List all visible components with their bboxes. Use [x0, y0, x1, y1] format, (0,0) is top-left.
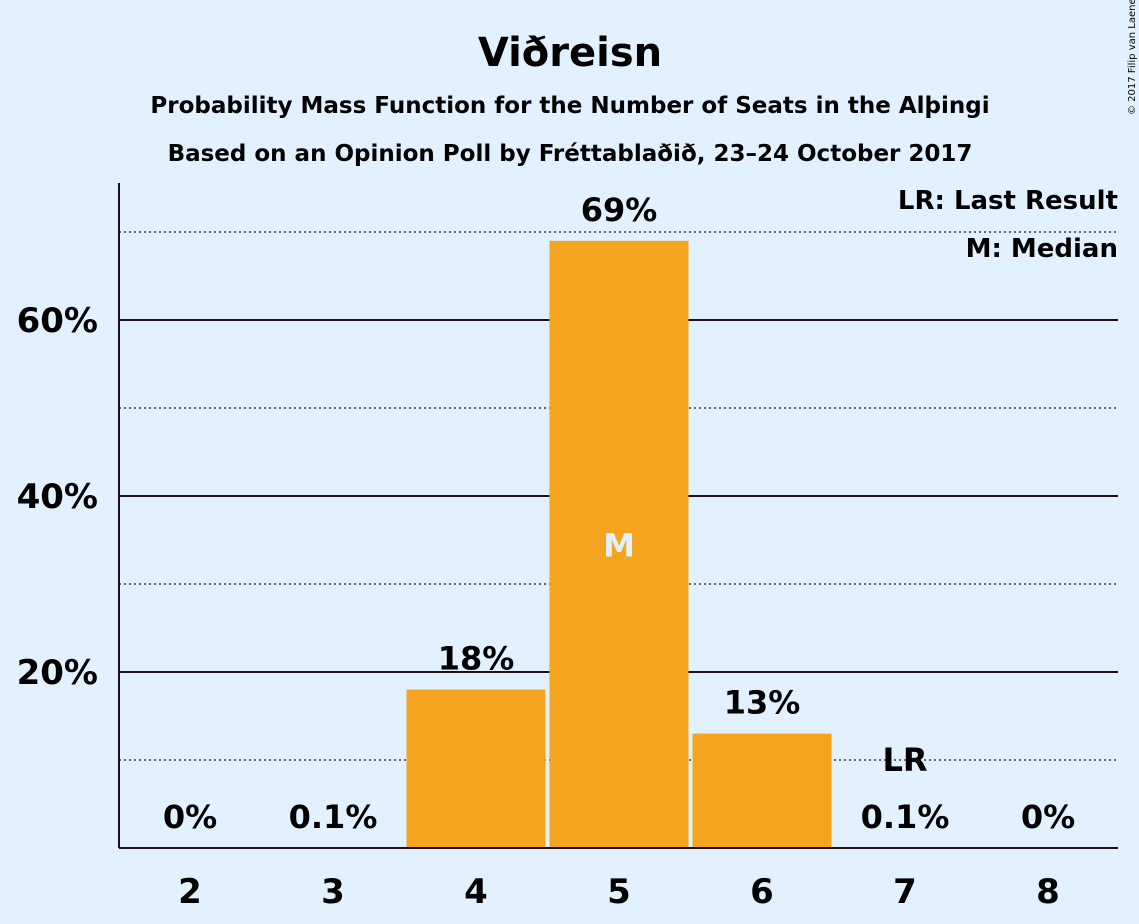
data-label: 18% — [438, 640, 515, 678]
data-label: 0% — [1021, 798, 1075, 836]
chart-subtitle-2: Based on an Opinion Poll by Fréttablaðið… — [168, 141, 973, 167]
data-label: 0.1% — [289, 798, 378, 836]
bar — [549, 240, 689, 849]
bar — [692, 733, 832, 848]
legend-median: M: Median — [966, 234, 1118, 264]
median-marker: M — [603, 526, 635, 564]
data-label: 69% — [581, 191, 658, 229]
bars — [406, 240, 832, 849]
axes — [118, 183, 1118, 849]
legend-last-result: LR: Last Result — [898, 186, 1118, 216]
labels: 20% 40% 60% 2 3 4 5 6 7 8 0% 0.1% 18% 69% 13% 0.1% 0% M LR — [17, 191, 1076, 912]
x-tick-label: 2 — [178, 872, 202, 912]
data-label: 0.1% — [861, 798, 950, 836]
copyright-note: © 2017 Filip van Laenen — [1127, 0, 1138, 115]
x-tick-label: 5 — [607, 872, 631, 912]
chart-title: Viðreisn — [478, 30, 662, 76]
x-tick-label: 8 — [1036, 872, 1060, 912]
x-tick-label: 4 — [464, 872, 488, 912]
chart-subtitle: Probability Mass Function for the Number… — [150, 93, 989, 119]
y-tick-label: 60% — [17, 301, 98, 341]
y-tick-label: 20% — [17, 653, 98, 693]
y-tick-label: 40% — [17, 477, 98, 517]
data-label: 0% — [163, 798, 217, 836]
data-label: 13% — [724, 684, 801, 722]
last-result-marker: LR — [882, 741, 927, 779]
bar — [406, 689, 546, 848]
x-tick-label: 7 — [893, 872, 917, 912]
x-tick-label: 6 — [750, 872, 774, 912]
x-tick-label: 3 — [321, 872, 345, 912]
